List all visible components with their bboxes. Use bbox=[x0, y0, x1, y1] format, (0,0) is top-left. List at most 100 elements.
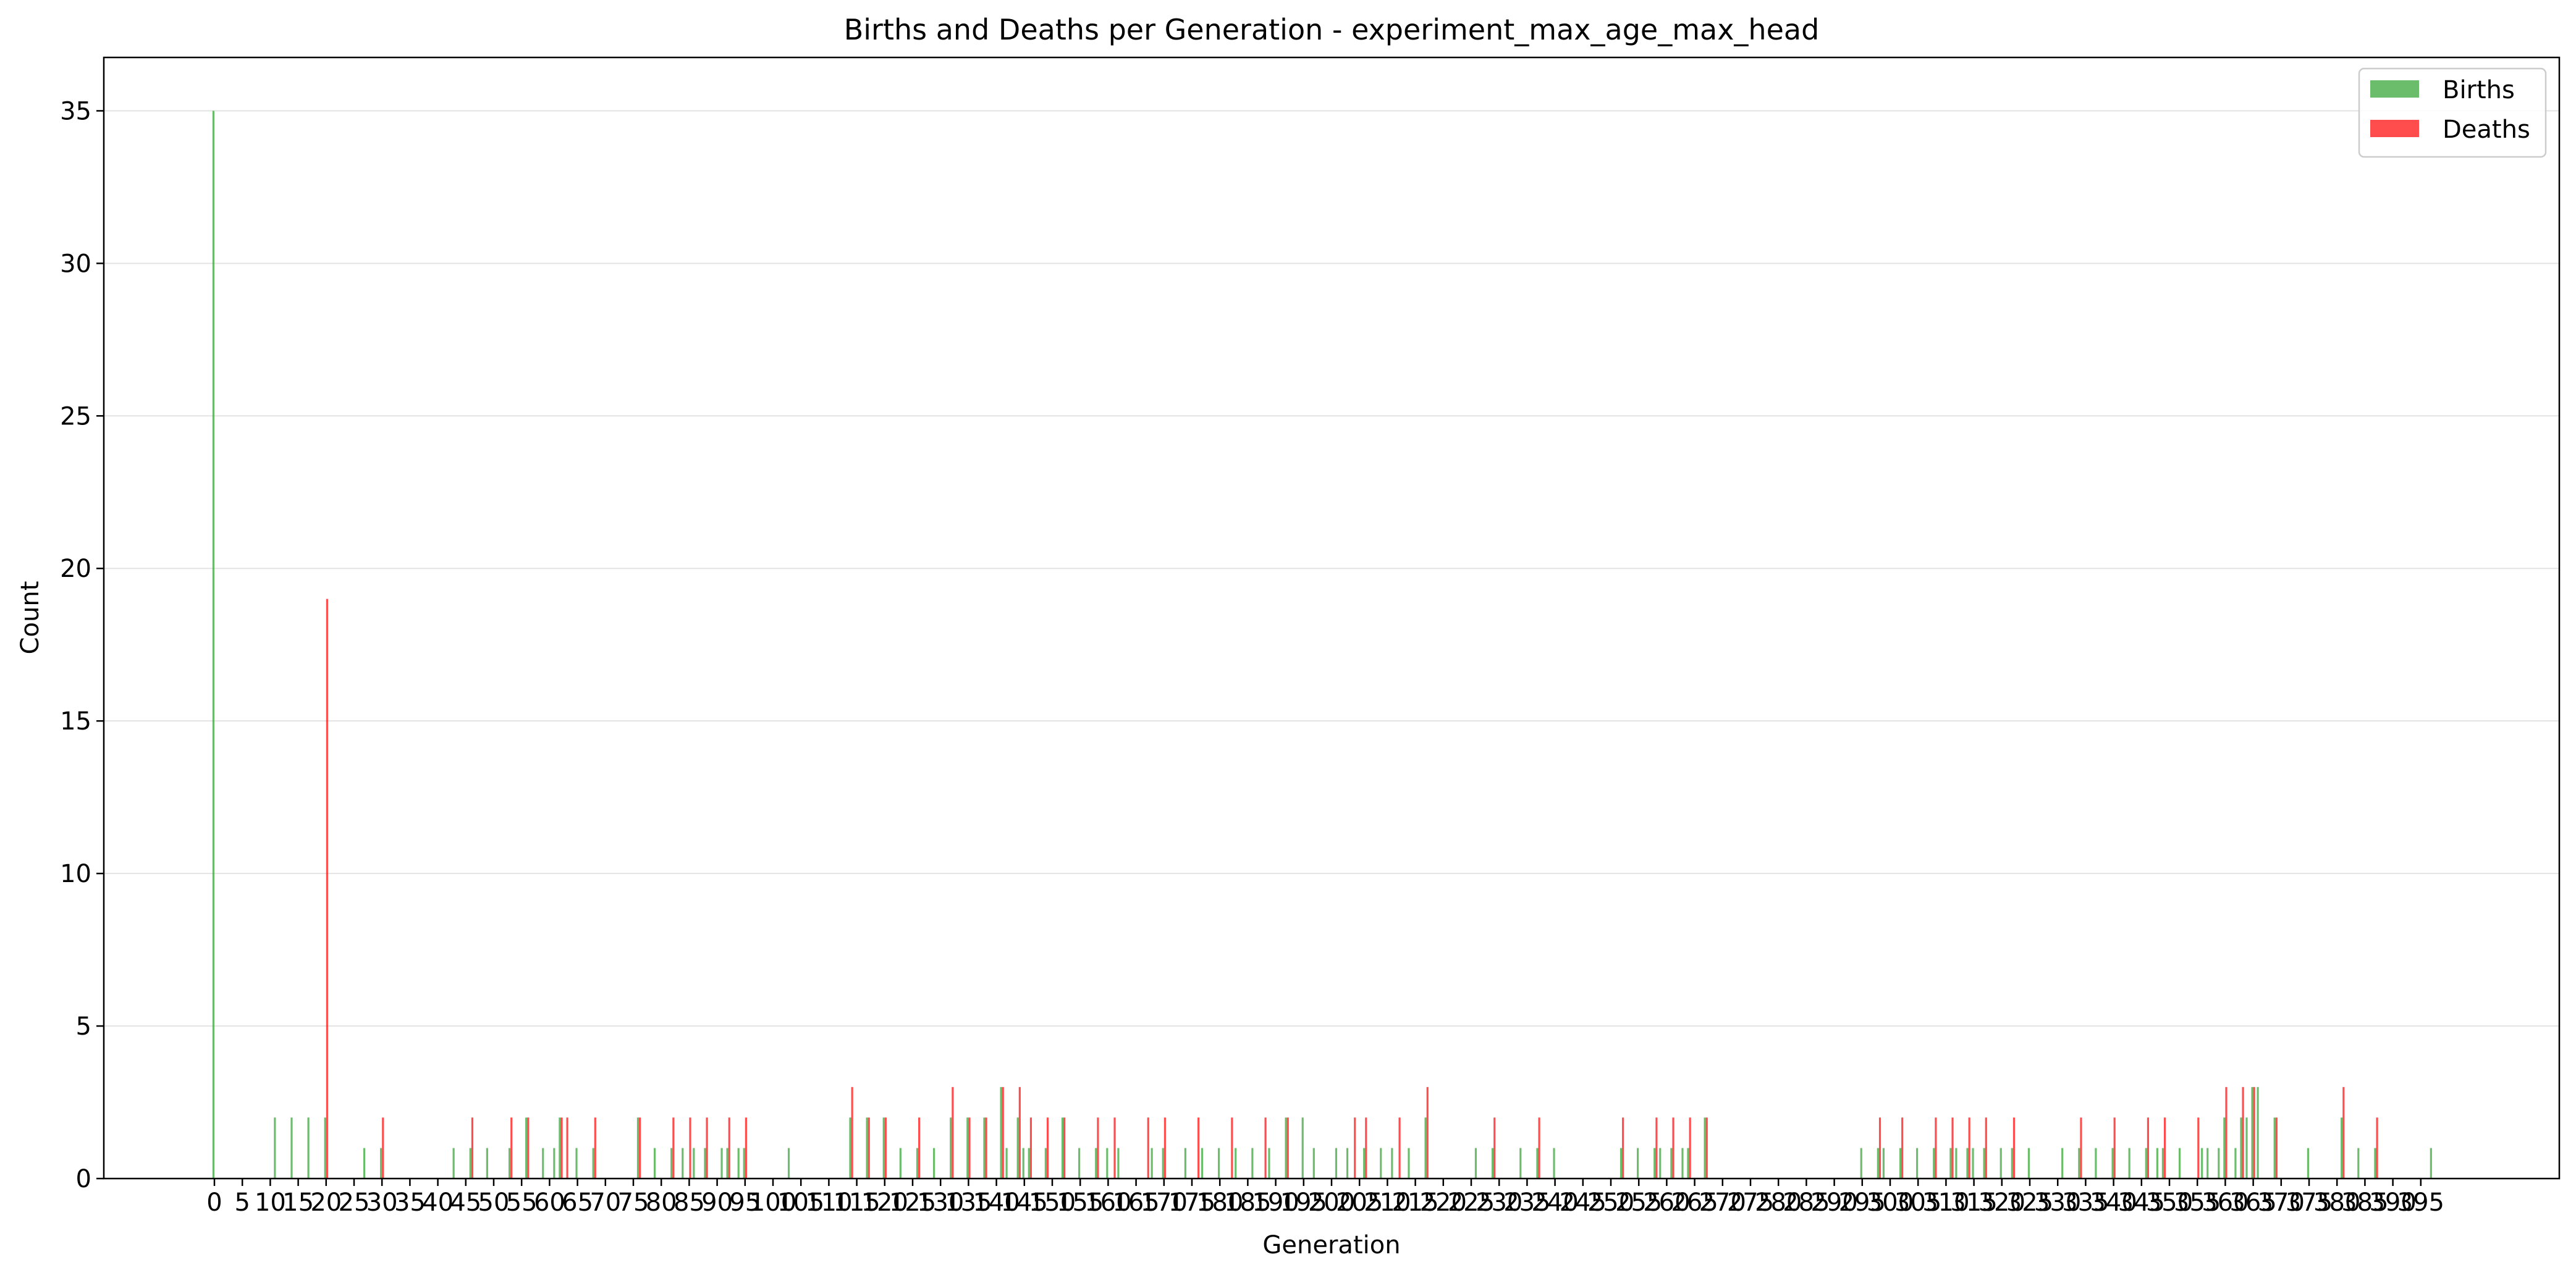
x-tick-label: 65 bbox=[562, 1188, 593, 1217]
births-bar bbox=[542, 1148, 544, 1179]
births-bar bbox=[1955, 1148, 1957, 1179]
deaths-bar bbox=[1968, 1117, 1970, 1179]
x-tick-label: 10 bbox=[255, 1188, 286, 1217]
x-tick-label: 170 bbox=[1141, 1188, 1188, 1217]
deaths-bar bbox=[1672, 1117, 1674, 1179]
births-bar bbox=[866, 1117, 868, 1179]
x-tick-label: 220 bbox=[1420, 1188, 1467, 1217]
legend: Births Deaths bbox=[2358, 67, 2547, 158]
births-bar bbox=[966, 1117, 969, 1179]
deaths-bar bbox=[2113, 1117, 2116, 1179]
deaths-bar bbox=[2197, 1117, 2200, 1179]
births-bar bbox=[2223, 1117, 2226, 1179]
deaths-bar bbox=[868, 1117, 870, 1179]
births-bar bbox=[1408, 1148, 1410, 1179]
x-tick-label: 185 bbox=[1224, 1188, 1271, 1217]
x-tick-label: 0 bbox=[206, 1188, 222, 1217]
deaths-bar bbox=[745, 1117, 747, 1179]
y-tick-label: 35 bbox=[60, 97, 91, 125]
x-tick-label: 115 bbox=[833, 1188, 880, 1217]
births-bar bbox=[1474, 1148, 1477, 1179]
deaths-bar bbox=[1231, 1117, 1233, 1179]
legend-label-births: Births bbox=[2443, 76, 2515, 104]
deaths-bar bbox=[1398, 1117, 1401, 1179]
births-bar bbox=[899, 1148, 902, 1179]
deaths-bar bbox=[1163, 1117, 1166, 1179]
y-tick-label: 5 bbox=[76, 1012, 91, 1041]
births-bar bbox=[1218, 1148, 1220, 1179]
y-tick-label: 25 bbox=[60, 402, 91, 431]
births-bar bbox=[2273, 1117, 2276, 1179]
deaths-bar bbox=[2147, 1117, 2150, 1179]
x-tick-label: 175 bbox=[1168, 1188, 1215, 1217]
births-bar bbox=[274, 1117, 276, 1179]
x-tick-label: 290 bbox=[1810, 1188, 1857, 1217]
x-tick-label: 105 bbox=[777, 1188, 824, 1217]
deaths-bar bbox=[1286, 1117, 1289, 1179]
births-bar bbox=[2027, 1148, 2030, 1179]
deaths-bar bbox=[1197, 1117, 1200, 1179]
deaths-bar bbox=[1493, 1117, 1496, 1179]
births-bar bbox=[559, 1117, 561, 1179]
deaths-bar bbox=[1002, 1087, 1004, 1179]
x-tick-label: 385 bbox=[2341, 1188, 2388, 1217]
x-tick-label: 55 bbox=[506, 1188, 538, 1217]
deaths-bar bbox=[1354, 1117, 1356, 1179]
x-tick-label: 165 bbox=[1112, 1188, 1159, 1217]
births-bar bbox=[2240, 1117, 2242, 1179]
births-bar bbox=[1363, 1148, 1366, 1179]
births-bar bbox=[2161, 1148, 2164, 1179]
births-bar bbox=[2201, 1148, 2203, 1179]
x-tick-label: 75 bbox=[618, 1188, 649, 1217]
x-tick-label: 180 bbox=[1196, 1188, 1243, 1217]
births-bar bbox=[2357, 1148, 2360, 1179]
births-bar bbox=[452, 1148, 455, 1179]
births-bar bbox=[1916, 1148, 1919, 1179]
births-bar bbox=[1028, 1148, 1030, 1179]
births-bar bbox=[553, 1148, 555, 1179]
births-bar bbox=[575, 1148, 578, 1179]
x-tick-label: 30 bbox=[366, 1188, 398, 1217]
x-tick-label: 280 bbox=[1755, 1188, 1802, 1217]
x-tick-label: 245 bbox=[1560, 1188, 1607, 1217]
x-tick-label: 95 bbox=[729, 1188, 761, 1217]
x-tick-label: 150 bbox=[1029, 1188, 1076, 1217]
x-tick-label: 215 bbox=[1391, 1188, 1438, 1217]
births-bar bbox=[2257, 1087, 2259, 1179]
births-bar bbox=[693, 1148, 695, 1179]
births-bar bbox=[2078, 1148, 2080, 1179]
births-bar bbox=[1491, 1148, 1494, 1179]
x-tick-label: 315 bbox=[1950, 1188, 1997, 1217]
x-tick-label: 60 bbox=[534, 1188, 565, 1217]
births-bar bbox=[1335, 1148, 1338, 1179]
births-bar bbox=[469, 1148, 471, 1179]
deaths-bar bbox=[2163, 1117, 2166, 1179]
deaths-bar bbox=[527, 1117, 530, 1179]
births-bar bbox=[1285, 1117, 1287, 1179]
x-tick-label: 135 bbox=[945, 1188, 992, 1217]
deaths-bar bbox=[672, 1117, 675, 1179]
births-bar bbox=[670, 1148, 673, 1179]
deaths-bar bbox=[1365, 1117, 1367, 1179]
deaths-bar bbox=[2342, 1087, 2345, 1179]
births-bar bbox=[1151, 1148, 1153, 1179]
births-bar bbox=[1061, 1117, 1064, 1179]
chart-title: Births and Deaths per Generation - exper… bbox=[844, 13, 1820, 46]
births-bar bbox=[983, 1117, 986, 1179]
births-bar bbox=[1620, 1148, 1623, 1179]
births-bar bbox=[1877, 1148, 1879, 1179]
deaths-bar bbox=[510, 1117, 513, 1179]
births-bar bbox=[882, 1117, 885, 1179]
x-tick-label: 330 bbox=[2034, 1188, 2081, 1217]
x-tick-label: 200 bbox=[1308, 1188, 1355, 1217]
births-bar bbox=[290, 1117, 293, 1179]
x-tick-label: 320 bbox=[1978, 1188, 2025, 1217]
births-bar bbox=[1637, 1148, 1639, 1179]
x-tick-label: 35 bbox=[394, 1188, 426, 1217]
legend-swatch-deaths bbox=[2370, 120, 2419, 137]
legend-label-deaths: Deaths bbox=[2443, 116, 2530, 144]
births-bar bbox=[1860, 1148, 1862, 1179]
y-tick-label: 0 bbox=[76, 1165, 91, 1193]
x-tick-label: 340 bbox=[2090, 1188, 2137, 1217]
x-tick-label: 285 bbox=[1783, 1188, 1830, 1217]
